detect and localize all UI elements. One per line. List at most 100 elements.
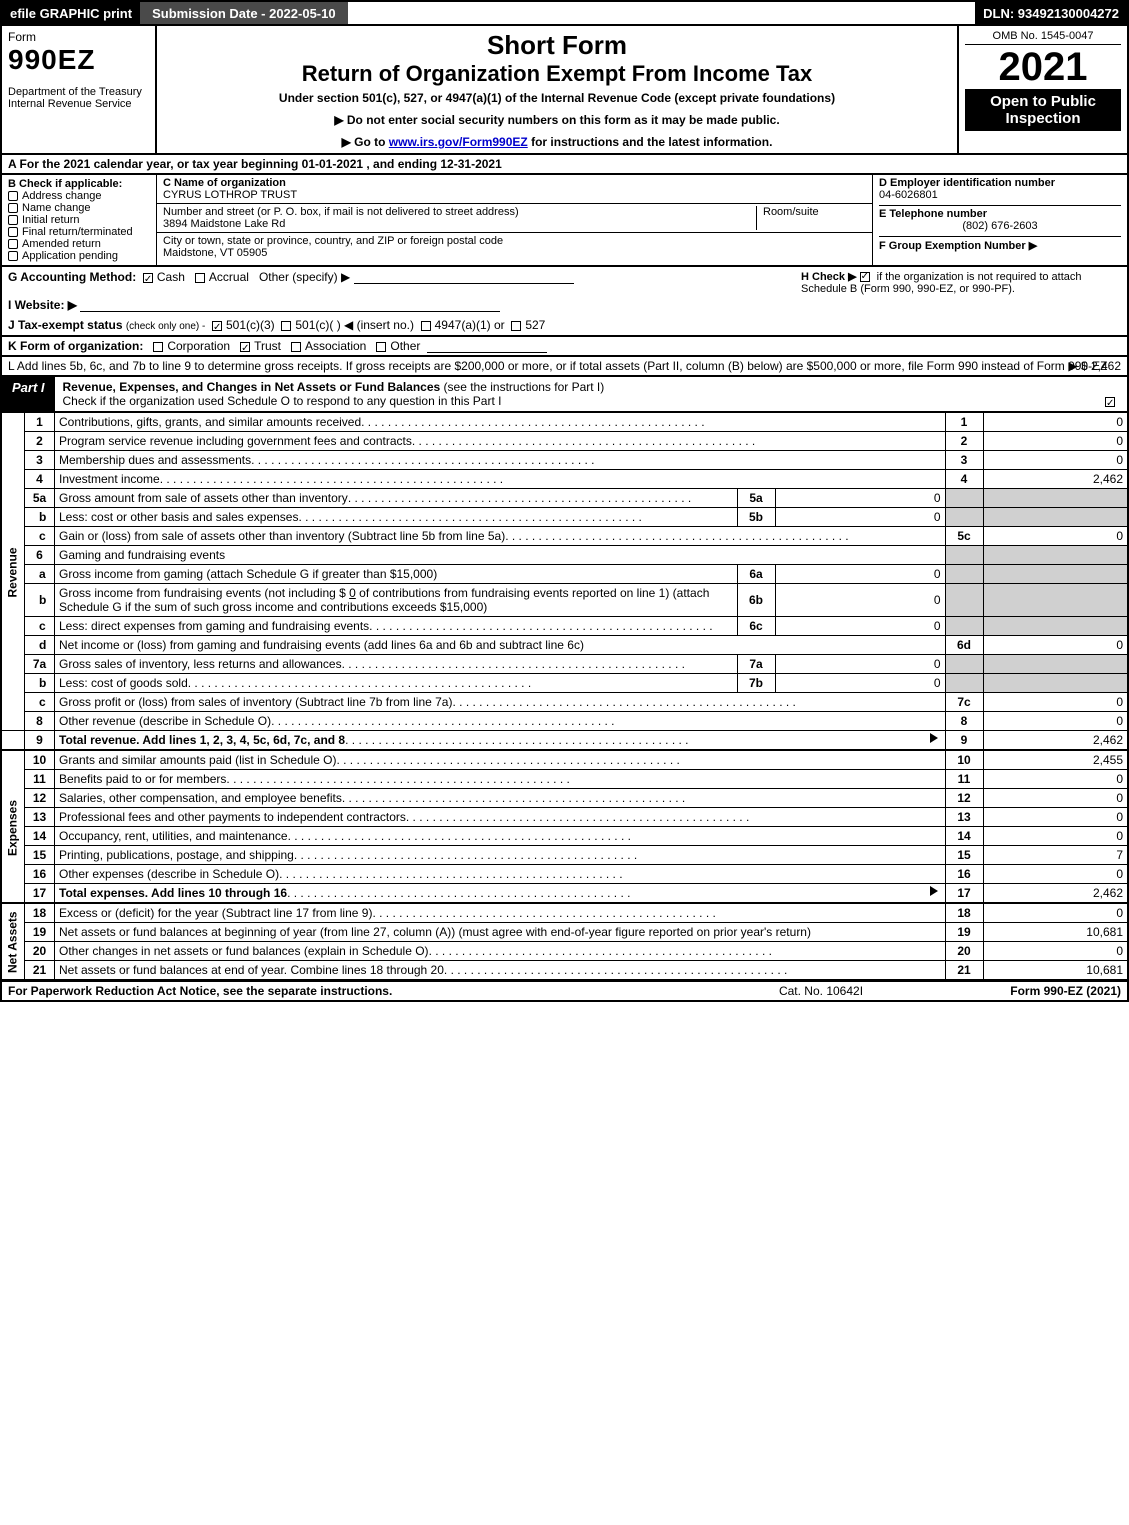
arrow-icon — [930, 733, 938, 743]
header-left: Form 990EZ Department of the Treasury In… — [2, 26, 157, 153]
section-def: D Employer identification number 04-6026… — [872, 175, 1127, 265]
val-11: 0 — [983, 770, 1128, 789]
chk-association[interactable] — [291, 342, 301, 352]
c-name-row: C Name of organization CYRUS LOTHROP TRU… — [157, 175, 872, 204]
line-9: 9 Total revenue. Add lines 1, 2, 3, 4, 5… — [1, 731, 1128, 751]
chk-trust[interactable] — [240, 342, 250, 352]
chk-application-pending[interactable]: Application pending — [8, 250, 150, 262]
top-bar: efile GRAPHIC print Submission Date - 20… — [0, 0, 1129, 26]
chk-4947[interactable] — [421, 321, 431, 331]
gross-receipts-value: 2,462 — [1091, 359, 1121, 373]
val-4: 2,462 — [983, 470, 1128, 489]
line-7a: 7a Gross sales of inventory, less return… — [1, 655, 1128, 674]
line-5a: 5a Gross amount from sale of assets othe… — [1, 489, 1128, 508]
city-value: Maidstone, VT 05905 — [163, 247, 267, 259]
header-center: Short Form Return of Organization Exempt… — [157, 26, 957, 153]
val-5b: 0 — [775, 508, 945, 527]
chk-corporation[interactable] — [153, 342, 163, 352]
addr-value: 3894 Maidstone Lake Rd — [163, 218, 285, 230]
identity-block: B Check if applicable: Address change Na… — [0, 175, 1129, 267]
website-field[interactable] — [80, 298, 500, 312]
line-14: 14 Occupancy, rent, utilities, and maint… — [1, 827, 1128, 846]
line-8: 8 Other revenue (describe in Schedule O)… — [1, 712, 1128, 731]
paperwork-notice: For Paperwork Reduction Act Notice, see … — [8, 984, 721, 998]
e-phone: E Telephone number (802) 676-2603 — [879, 205, 1121, 232]
submission-date-label: Submission Date - 2022-05-10 — [140, 2, 348, 24]
line-6d: d Net income or (loss) from gaming and f… — [1, 636, 1128, 655]
line-4: 4 Investment income 4 2,462 — [1, 470, 1128, 489]
j-label: J Tax-exempt status — [8, 318, 123, 332]
chk-final-return[interactable]: Final return/terminated — [8, 226, 150, 238]
under-section-note: Under section 501(c), 527, or 4947(a)(1)… — [165, 91, 949, 105]
line-5c: c Gain or (loss) from sale of assets oth… — [1, 527, 1128, 546]
chk-amended-return[interactable]: Amended return — [8, 238, 150, 250]
part1-header: Part I Revenue, Expenses, and Changes in… — [0, 377, 1129, 413]
open-public-inspection: Open to Public Inspection — [965, 89, 1121, 131]
irs-link[interactable]: www.irs.gov/Form990EZ — [389, 135, 528, 149]
form-number: 990EZ — [8, 44, 149, 76]
line-12: 12 Salaries, other compensation, and emp… — [1, 789, 1128, 808]
val-1: 0 — [983, 413, 1128, 432]
f-group-exemption: F Group Exemption Number ▶ — [879, 236, 1121, 252]
fundraising-amount: 0 — [349, 586, 356, 600]
netassets-table: Net Assets 18 Excess or (deficit) for th… — [0, 904, 1129, 981]
ssn-warning: ▶ Do not enter social security numbers o… — [165, 113, 949, 127]
val-9: 2,462 — [983, 731, 1128, 751]
return-title: Return of Organization Exempt From Incom… — [165, 61, 949, 87]
chk-501c[interactable] — [281, 321, 291, 331]
chk-schedule-o[interactable] — [1105, 397, 1115, 407]
line-3: 3 Membership dues and assessments 3 0 — [1, 451, 1128, 470]
line-11: 11 Benefits paid to or for members 11 0 — [1, 770, 1128, 789]
val-8: 0 — [983, 712, 1128, 731]
val-17: 2,462 — [983, 884, 1128, 904]
other-org-field[interactable] — [427, 339, 547, 353]
chk-address-change[interactable]: Address change — [8, 190, 150, 202]
d-ein: D Employer identification number 04-6026… — [879, 177, 1121, 201]
val-6b: 0 — [775, 584, 945, 617]
omb-number: OMB No. 1545-0047 — [965, 30, 1121, 45]
line-21: 21 Net assets or fund balances at end of… — [1, 961, 1128, 981]
other-specify-field[interactable] — [354, 270, 574, 284]
line-6a: a Gross income from gaming (attach Sched… — [1, 565, 1128, 584]
c-city-row: City or town, state or province, country… — [157, 233, 872, 261]
row-a-calendar-year: A For the 2021 calendar year, or tax yea… — [0, 155, 1129, 175]
val-12: 0 — [983, 789, 1128, 808]
row-l: L Add lines 5b, 6c, and 7b to line 9 to … — [0, 357, 1129, 377]
line-7b: b Less: cost of goods sold 7b 0 — [1, 674, 1128, 693]
val-3: 0 — [983, 451, 1128, 470]
revenue-vlabel: Revenue — [1, 413, 25, 731]
expenses-vlabel: Expenses — [1, 751, 25, 903]
val-18: 0 — [983, 904, 1128, 923]
form-header: Form 990EZ Department of the Treasury In… — [0, 26, 1129, 155]
chk-h[interactable] — [860, 272, 870, 282]
chk-other[interactable] — [376, 342, 386, 352]
chk-initial-return[interactable]: Initial return — [8, 214, 150, 226]
form-ref: Form 990-EZ (2021) — [921, 984, 1121, 998]
row-gh: G Accounting Method: Cash Accrual Other … — [0, 267, 1129, 337]
c-addr-row: Number and street (or P. O. box, if mail… — [157, 204, 872, 233]
header-right: OMB No. 1545-0047 2021 Open to Public In… — [957, 26, 1127, 153]
chk-527[interactable] — [511, 321, 521, 331]
b-heading: B Check if applicable: — [8, 178, 150, 190]
row-k: K Form of organization: Corporation Trus… — [0, 337, 1129, 357]
chk-name-change[interactable]: Name change — [8, 202, 150, 214]
room-label: Room/suite — [763, 206, 819, 218]
part1-title: Revenue, Expenses, and Changes in Net As… — [55, 377, 1127, 411]
section-b: B Check if applicable: Address change Na… — [2, 175, 157, 265]
dept-treasury: Department of the Treasury — [8, 86, 149, 98]
form-word: Form — [8, 30, 149, 44]
line-6: 6 Gaming and fundraising events — [1, 546, 1128, 565]
val-2: 0 — [983, 432, 1128, 451]
val-7c: 0 — [983, 693, 1128, 712]
i-website-label: I Website: ▶ — [8, 298, 77, 312]
chk-501c3[interactable] — [212, 321, 222, 331]
val-14: 0 — [983, 827, 1128, 846]
efile-print-label[interactable]: efile GRAPHIC print — [2, 2, 140, 24]
val-10: 2,455 — [983, 751, 1128, 770]
chk-cash[interactable] — [143, 273, 153, 283]
expenses-table: Expenses 10 Grants and similar amounts p… — [0, 751, 1129, 904]
section-c: C Name of organization CYRUS LOTHROP TRU… — [157, 175, 872, 265]
chk-accrual[interactable] — [195, 273, 205, 283]
page-footer: For Paperwork Reduction Act Notice, see … — [0, 981, 1129, 1002]
h-check: H Check ▶ if the organization is not req… — [801, 270, 1121, 332]
